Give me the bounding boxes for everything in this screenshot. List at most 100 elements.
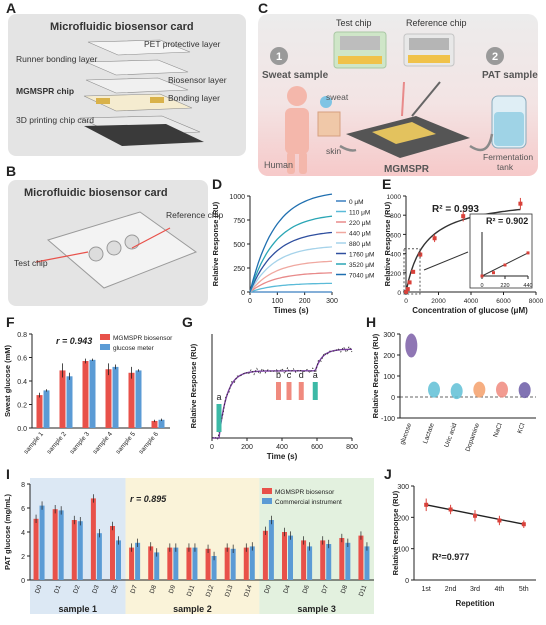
j-data-point	[424, 502, 429, 507]
i-bar	[135, 542, 141, 580]
g-response-line	[212, 348, 352, 439]
i-bar	[77, 521, 83, 580]
i-category-label: D8	[340, 584, 350, 595]
label-tank-line1: Fermentation	[483, 152, 533, 162]
i-bar	[90, 498, 96, 580]
d-series-line	[249, 282, 332, 293]
step1-number: 1	[276, 51, 282, 63]
card-photo-shape	[46, 211, 198, 289]
d-y-tick-label: 750	[233, 218, 245, 225]
mgmspr-chip-left-shape	[96, 98, 110, 104]
i-bar	[205, 548, 211, 580]
i-category-label: D0	[263, 584, 273, 595]
i-bar	[154, 552, 160, 580]
f-bar	[43, 390, 50, 428]
i-y-tick-label: 2	[21, 554, 25, 561]
label-pet-layer: PET protective layer	[144, 39, 221, 49]
g-injection-label: a	[216, 392, 221, 402]
d-legend-label: 3520 μM	[349, 262, 374, 269]
mgmspr-chip-right-shape	[150, 97, 164, 103]
f-y-tick-label: 0.0	[17, 426, 27, 433]
reference-chip-pointer	[131, 227, 171, 249]
g-injection-label: b	[276, 370, 281, 380]
i-bar	[71, 520, 77, 580]
g-x-tick-label: 800	[346, 444, 358, 451]
i-bar	[148, 546, 154, 580]
i-group-label: sample 2	[173, 604, 212, 614]
f-legend-swatch	[100, 344, 110, 350]
f-category-label: sample 3	[69, 430, 92, 455]
reference-chip-surface	[409, 38, 449, 50]
bonding-layer-shape	[83, 93, 193, 112]
chart-h: -100 0 100 200 300 glucose Lactate Uric acid Dop…	[371, 332, 536, 453]
sweat-drop-icon	[320, 96, 332, 108]
i-category-label: D0	[34, 584, 44, 595]
i-bar	[230, 548, 236, 580]
i-category-label: D4	[282, 584, 292, 595]
i-r-label: r = 0.895	[130, 494, 167, 504]
e-x-tick-label: 4000	[464, 298, 479, 305]
i-y-tick-label: 8	[21, 482, 25, 489]
i-bar	[320, 540, 326, 580]
e-y-tick-label: 1000	[387, 194, 402, 201]
g-injection-marker	[312, 382, 318, 400]
i-bar	[345, 542, 351, 580]
j-x-label: Repetition	[455, 599, 494, 608]
e-y-tick-label: 600	[390, 232, 401, 239]
e-inset-x-tick-label: 440	[523, 283, 532, 289]
e-inset-x-tick-label: 220	[500, 283, 509, 289]
chart-d: 0 250 500 750 1000 0 100 200 300 0 μM 110 μM 220 μM…	[211, 193, 374, 315]
i-bar	[167, 547, 173, 580]
i-bar	[282, 532, 287, 580]
j-data-point	[521, 522, 526, 527]
e-y-tick-label: 400	[390, 252, 401, 259]
i-legend-label: MGMSPR biosensor	[275, 489, 335, 496]
h-y-tick-label: 0	[391, 395, 395, 402]
test-chip-gold	[338, 56, 382, 64]
f-y-label: Sweat glucose (mM)	[3, 344, 12, 417]
i-bar	[52, 509, 58, 580]
panel-a: Microfluidic biosensor card PET protecti…	[8, 14, 246, 156]
h-y-tick-label: 300	[383, 332, 395, 339]
e-x-tick-label: 6000	[496, 298, 511, 305]
panel-letter-g: G	[182, 314, 193, 330]
label-skin: skin	[326, 146, 341, 156]
d-legend-label: 110 μM	[349, 210, 370, 217]
d-y-tick-label: 0	[241, 290, 245, 297]
i-bar	[116, 540, 121, 580]
i-category-label: D9	[168, 584, 178, 595]
d-legend-label: 0 μM	[349, 199, 364, 206]
d-series-line	[249, 272, 333, 293]
f-category-label: sample 6	[138, 430, 161, 455]
sweat-arrow	[339, 144, 357, 152]
e-x-tick-label: 8000	[529, 298, 544, 305]
g-x-tick-label: 200	[241, 444, 253, 451]
e-inset-r2-label: R² = 0.902	[486, 216, 528, 226]
test-arrow	[401, 81, 405, 117]
e-inset-point	[492, 271, 495, 275]
mgmspr-device-chip	[372, 122, 436, 144]
i-bar	[186, 547, 192, 580]
chart-e: 0 200 400 600 800 1000 0 2000 4000 6000 8000 R² = 0…	[383, 194, 544, 315]
e-x-tick-label: 0	[404, 298, 408, 305]
d-series-line	[249, 260, 333, 293]
h-category-label: glucose	[399, 422, 413, 446]
e-data-point	[407, 280, 412, 285]
chart-i: sample 1 sample 2 sample 3 0 2 4 6 8 D0 D1 D2 D3 D5 D…	[3, 478, 374, 614]
j-x-tick-label: 4th	[495, 586, 505, 593]
i-bar	[243, 547, 249, 580]
h-violin	[473, 381, 486, 398]
e-y-label: Relative Response (RU)	[383, 201, 392, 286]
d-x-tick-label: 100	[271, 298, 283, 305]
d-legend-label: 440 μM	[349, 231, 371, 238]
h-category-label: Dopamine	[464, 422, 481, 453]
e-inset-x-tick-label: 0	[480, 283, 483, 289]
label-c-test-chip: Test chip	[336, 18, 372, 28]
i-category-label: D1	[53, 584, 63, 595]
i-bar	[288, 535, 293, 580]
h-violin	[405, 333, 418, 358]
i-bar	[326, 544, 332, 580]
j-y-tick-label: 300	[397, 484, 409, 491]
e-y-tick-label: 200	[390, 271, 401, 278]
